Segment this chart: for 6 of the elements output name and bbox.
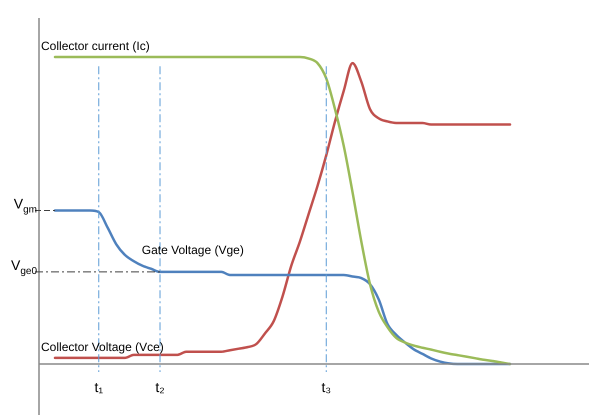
x-tick-label: t₁: [94, 379, 104, 396]
series-label: Collector current (Ic): [41, 38, 150, 53]
series-label: Gate Voltage (Vge): [142, 243, 244, 258]
x-tick-label: t₃: [321, 379, 332, 396]
series-label: Collector Voltage (Vce): [41, 340, 164, 354]
x-tick-label: t₂: [155, 379, 165, 396]
